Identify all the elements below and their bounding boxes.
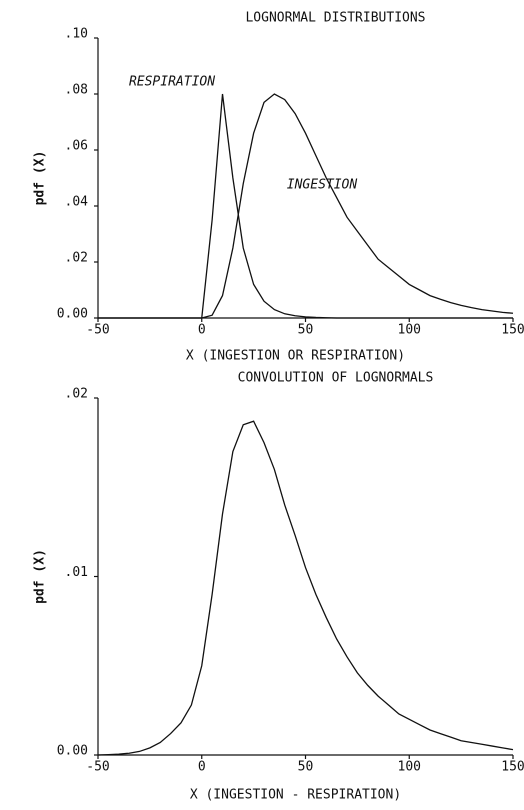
y-tick-label: .04 xyxy=(65,195,89,210)
y-tick-label: 0.00 xyxy=(57,744,88,759)
x-tick-label: -50 xyxy=(86,323,109,338)
chart-title: LOGNORMAL DISTRIBUTIONS xyxy=(245,11,425,26)
y-axis-label: pdf (X) xyxy=(33,151,48,206)
x-tick-label: 150 xyxy=(501,323,524,338)
x-tick-label: -50 xyxy=(86,760,109,775)
x-tick-label: 0 xyxy=(198,323,206,338)
x-axis-label: X (INGESTION OR RESPIRATION) xyxy=(186,349,405,364)
x-axis-label: X (INGESTION - RESPIRATION) xyxy=(190,788,401,803)
x-tick-label: 50 xyxy=(298,323,314,338)
x-tick-label: 100 xyxy=(398,760,421,775)
y-tick-label: .01 xyxy=(65,565,88,580)
y-tick-label: .08 xyxy=(65,83,88,98)
x-tick-label: 150 xyxy=(501,760,524,775)
curve xyxy=(98,93,514,319)
y-tick-label: 0.00 xyxy=(57,307,88,322)
x-tick-label: 50 xyxy=(298,760,314,775)
series-label: INGESTION xyxy=(287,178,358,193)
y-tick-label: .06 xyxy=(65,139,88,154)
y-tick-label: .10 xyxy=(65,27,88,42)
y-tick-label: .02 xyxy=(65,387,88,402)
chart-title: CONVOLUTION OF LOGNORMALS xyxy=(238,371,434,386)
y-axis-label: pdf (X) xyxy=(33,549,48,604)
series-label: RESPIRATION xyxy=(129,75,215,90)
x-tick-label: 0 xyxy=(198,760,206,775)
x-tick-label: 100 xyxy=(398,323,421,338)
curve xyxy=(97,420,514,756)
curve xyxy=(98,93,513,319)
axis-line xyxy=(97,398,513,756)
y-tick-label: .02 xyxy=(65,251,88,266)
